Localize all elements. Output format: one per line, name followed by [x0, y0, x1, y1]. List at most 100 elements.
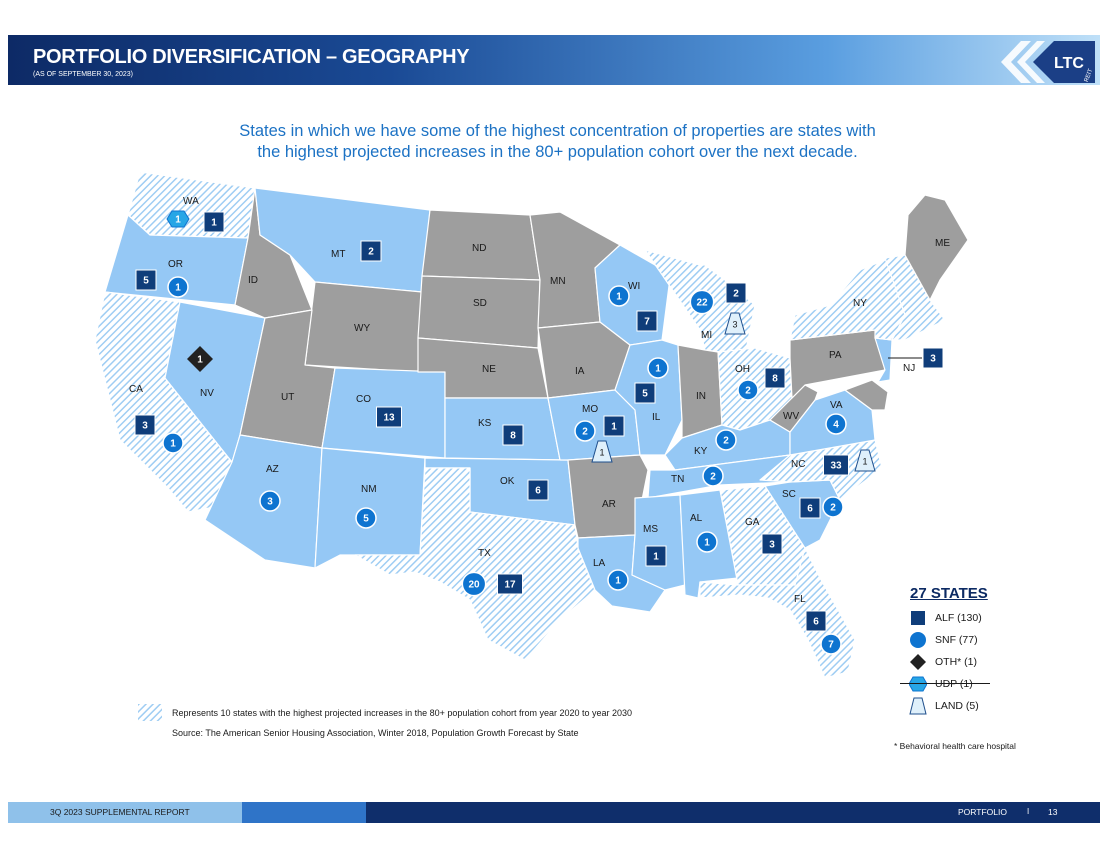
marker-snf-tn: 2: [702, 465, 724, 487]
state-label: MO: [582, 404, 598, 415]
marker-value: 1: [653, 552, 659, 563]
state-ms: [631, 494, 686, 591]
state-label: ID: [248, 275, 258, 286]
hatch-swatch-icon: [138, 704, 162, 721]
state-label: ME: [935, 238, 950, 249]
marker-snf-mo: 2: [574, 420, 596, 442]
marker-alf-il: 5: [634, 382, 656, 404]
marker-value: 3: [732, 320, 737, 330]
legend-label: SNF (77): [935, 634, 978, 646]
marker-value: 3: [769, 540, 775, 551]
legend-label: ALF (130): [935, 612, 982, 624]
marker-alf-sc: 6: [799, 497, 821, 519]
marker-value: 1: [599, 448, 604, 458]
alf-marker-shape: [922, 347, 944, 369]
state-label: NM: [361, 484, 377, 495]
marker-value: 5: [642, 389, 648, 400]
alf-marker-shape: [502, 424, 524, 446]
state-label: IN: [696, 391, 706, 402]
marker-value: 2: [745, 386, 751, 397]
state-label: MN: [550, 276, 566, 287]
state-tx: [354, 467, 596, 661]
marker-land-mi: 3: [724, 312, 746, 335]
snf-marker-shape: [162, 432, 184, 454]
state-label: IA: [575, 366, 585, 377]
snf-marker-shape: [702, 465, 724, 487]
alf-marker-shape: [603, 415, 625, 437]
marker-value: 4: [833, 420, 839, 431]
marker-alf-tx: 17: [497, 573, 523, 595]
alf-marker-shape: [360, 240, 382, 262]
state-label: ND: [472, 243, 486, 254]
marker-value: 8: [510, 431, 516, 442]
headline-line-2: the highest projected increases in the 8…: [257, 143, 858, 161]
marker-value: 13: [383, 413, 395, 424]
state-label: GA: [745, 517, 760, 528]
marker-alf-ks: 8: [502, 424, 524, 446]
marker-value: 3: [930, 354, 936, 365]
marker-udp-wa: 1: [166, 210, 190, 228]
marker-value: 7: [828, 640, 834, 651]
marker-value: 2: [830, 503, 836, 514]
alf-marker-shape: [497, 573, 523, 595]
marker-alf-or: 5: [135, 269, 157, 291]
page-subtitle: (AS OF SEPTEMBER 30, 2023): [33, 71, 133, 78]
state-label: TX: [478, 548, 491, 559]
marker-value: 6: [807, 504, 813, 515]
marker-value: 1: [211, 218, 217, 229]
state-label: CO: [356, 394, 371, 405]
snf-marker-shape: [167, 276, 189, 298]
marker-value: 1: [704, 538, 710, 549]
state-label: NV: [200, 388, 214, 399]
trapezoid-icon: [909, 697, 927, 715]
marker-value: 6: [813, 617, 819, 628]
footer-section: PORTFOLIO: [958, 807, 1007, 817]
alf-marker-shape: [764, 367, 786, 389]
snf-marker-shape: [696, 531, 718, 553]
state-label: WY: [354, 323, 370, 334]
state-label: FL: [794, 594, 806, 605]
marker-alf-wi: 7: [636, 310, 658, 332]
legend-label: OTH* (1): [935, 656, 977, 668]
marker-value: 3: [142, 421, 148, 432]
state-label: TN: [671, 474, 684, 485]
state-label: PA: [829, 350, 842, 361]
square-icon: [911, 611, 925, 625]
snf-marker-shape: [820, 633, 842, 655]
footer-segment-light: [8, 802, 242, 823]
marker-value: 2: [733, 289, 739, 300]
state-label: OR: [168, 259, 183, 270]
alf-marker-shape: [636, 310, 658, 332]
alf-marker-shape: [527, 479, 549, 501]
marker-snf-or: 1: [167, 276, 189, 298]
marker-value: 6: [535, 486, 541, 497]
alf-marker-shape: [799, 497, 821, 519]
footnote-hatch-description: Represents 10 states with the highest pr…: [172, 708, 633, 718]
marker-alf-mo: 1: [603, 415, 625, 437]
marker-value: 1: [197, 355, 203, 366]
alf-marker-shape: [203, 211, 225, 233]
footnote-source: Source: The American Senior Housing Asso…: [172, 728, 579, 738]
marker-snf-ky: 2: [715, 429, 737, 451]
marker-value: 1: [655, 364, 661, 375]
state-label: MT: [331, 249, 345, 260]
marker-snf-fl: 7: [820, 633, 842, 655]
marker-land-mo: 1: [591, 440, 613, 463]
oth-marker-shape: [187, 346, 213, 372]
land-marker-shape: [591, 440, 613, 463]
footer-segment-dark: [366, 802, 1100, 823]
marker-alf-co: 13: [376, 406, 402, 428]
marker-value: 1: [616, 292, 622, 303]
marker-alf-wa: 1: [203, 211, 225, 233]
legend-item-snf: SNF (77): [895, 629, 1035, 651]
marker-snf-mi: 22: [689, 289, 715, 315]
state-label: AL: [690, 513, 703, 524]
state-fl: [699, 547, 856, 679]
marker-snf-nm: 5: [355, 507, 377, 529]
state-label: SD: [473, 298, 487, 309]
alf-marker-shape: [645, 545, 667, 567]
legend-label: LAND (5): [935, 700, 979, 712]
marker-value: 1: [175, 215, 181, 226]
state-label: NC: [791, 459, 805, 470]
